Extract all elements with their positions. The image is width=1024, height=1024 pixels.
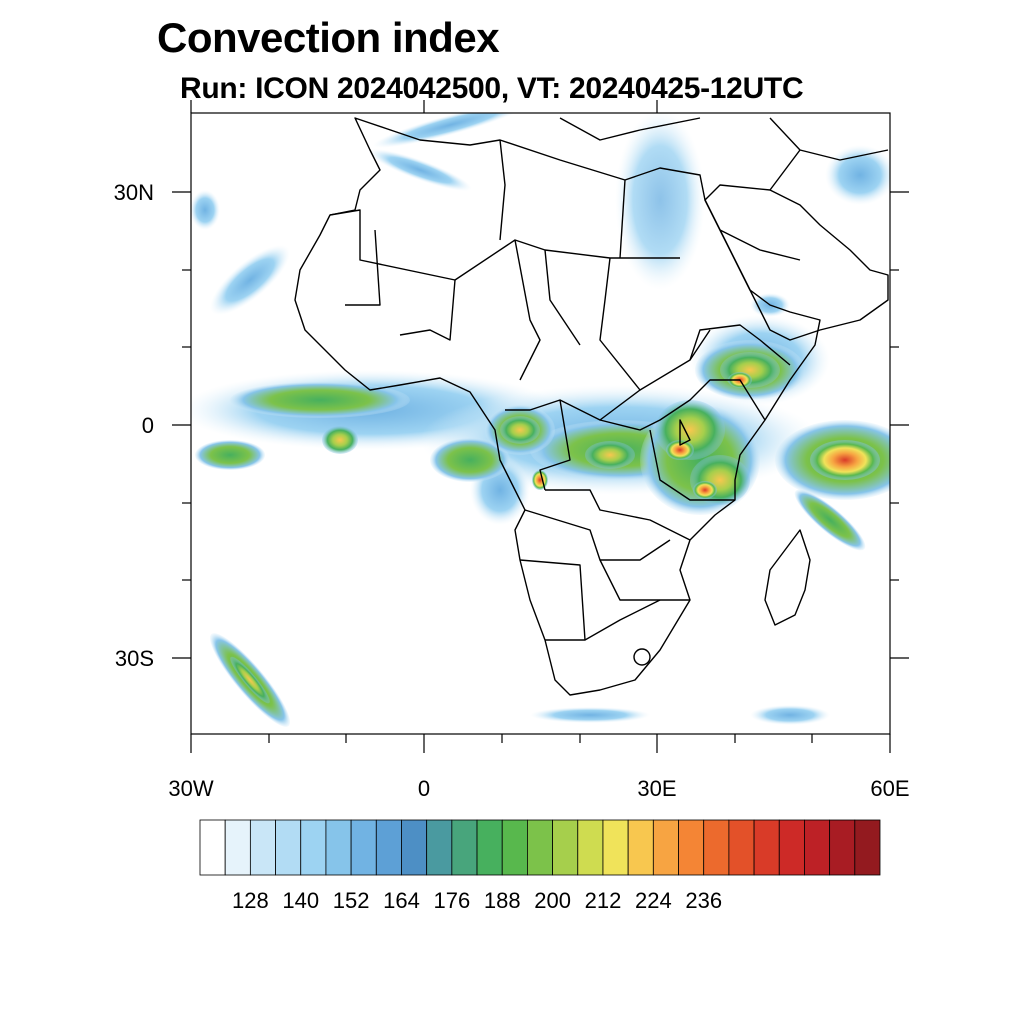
colorbar-swatch [451,819,478,876]
colorbar-swatch [778,819,805,876]
x-tick-label-0: 0 [417,776,431,801]
colorbar-swatch [426,819,453,876]
colorbar-swatch [401,819,428,876]
chart-title: Convection index [157,14,500,61]
colorbar-swatch [275,819,302,876]
colorbar-swatch [804,819,831,876]
colorbar-swatch [652,819,679,876]
colorbar-label: 188 [483,888,521,913]
axis-ticks [172,100,909,753]
map-frame [190,112,891,735]
colorbar-label: 140 [282,888,320,913]
y-tick-label-0: 0 [141,413,154,438]
colorbar-swatch [350,819,377,876]
x-tick-label-30w: 30W [168,776,214,801]
colorbar-swatch [552,819,579,876]
y-tick-label-30s: 30S [114,646,154,671]
colorbar-label: 164 [383,888,420,913]
colorbar-swatch [577,819,604,876]
y-tick-label-30n: 30N [113,180,154,205]
colorbar-swatch [728,819,755,876]
colorbar-label: 128 [232,888,269,913]
colorbar-swatch [476,819,503,876]
colorbar-swatch [224,819,251,876]
colorbar-swatch [753,819,780,876]
colorbar-swatch [325,819,352,876]
colorbar-label: 212 [584,888,622,913]
chart-subtitle: Run: ICON 2024042500, VT: 20240425-12UTC [180,72,804,105]
colorbar-swatch [627,819,654,876]
colorbar-label: 224 [634,888,672,913]
colorbar-label: 176 [433,888,471,913]
coastlines [294,117,889,696]
colorbar-label: 236 [685,888,723,913]
colorbar-swatch [375,819,402,876]
colorbar-label: 200 [534,888,571,913]
convection-field [191,113,890,727]
colorbar-swatch [527,819,553,876]
colorbar [199,819,881,876]
x-tick-label-60e: 60E [870,776,910,801]
colorbar-swatch [199,819,226,876]
colorbar-swatch [602,819,629,876]
colorbar-label: 152 [332,888,370,913]
x-tick-label-30e: 30E [637,776,677,801]
colorbar-swatch [501,819,528,876]
colorbar-swatch [249,819,276,876]
colorbar-swatch [300,819,327,876]
colorbar-swatch [854,819,881,876]
colorbar-swatch [829,819,856,876]
colorbar-swatch [703,819,730,876]
colorbar-swatch [678,819,705,876]
